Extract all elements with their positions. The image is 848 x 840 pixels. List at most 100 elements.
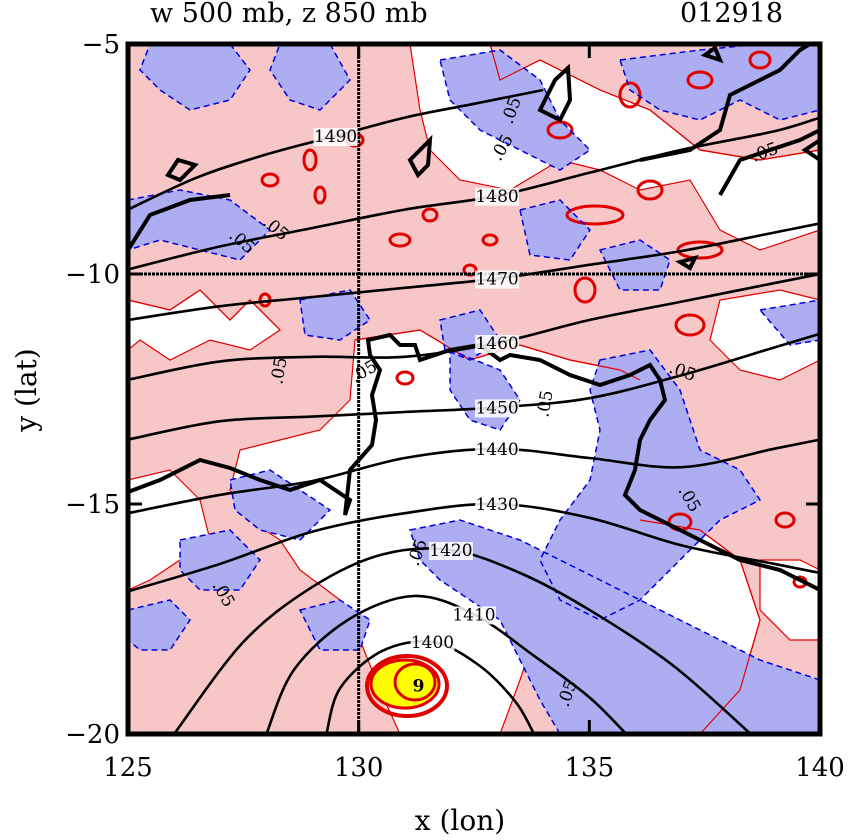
height-contour-label: 1460: [475, 334, 518, 354]
positive-w-contour: [774, 511, 796, 529]
height-contour-label-bg: [475, 187, 520, 206]
negative-w-contour: [519, 199, 591, 261]
x-tick-label: 135: [565, 753, 615, 783]
y-tick-label: −5: [82, 30, 120, 60]
height-contour-label: 1490: [314, 127, 357, 147]
vortex-yellow-core: [369, 658, 441, 710]
positive-w-contour: [573, 276, 597, 304]
height-contour-label: 1410: [452, 605, 495, 625]
positive-w-thin-contours: [128, 44, 820, 734]
positive-w-contour: [636, 179, 664, 201]
y-tick-label: −15: [65, 490, 120, 520]
negative-w-contour: [539, 349, 762, 621]
negative-w-contour: [128, 189, 272, 261]
positive-w-contour: [260, 172, 280, 188]
boundary-contour: [718, 128, 820, 196]
height-contour-labels: 1490 1480 1470 1460 1450 1440 1430 1420 1410 1400: [313, 127, 520, 653]
negative-w-contour: [269, 44, 351, 111]
boundary-contour: [128, 193, 231, 252]
plot-frame: [125, 41, 823, 737]
negative-region: [440, 50, 590, 170]
positive-w-contour: [313, 185, 327, 205]
boundary-contour: [674, 254, 699, 271]
x-tick-label: 125: [103, 753, 153, 783]
positive-w-contour: [748, 50, 772, 70]
x-axis-ticks: 125 130 135 140: [103, 44, 845, 783]
x-axis-label: x (lon): [415, 804, 505, 837]
negative-w-contour: [179, 529, 261, 591]
height-contour-label-bg: [452, 606, 496, 625]
boundary-contour: [639, 44, 812, 162]
x-tick-label: 140: [795, 753, 845, 783]
boundary-contour: [700, 44, 724, 64]
height-contour-label-bg: [475, 496, 520, 514]
negative-region: [128, 600, 190, 650]
negative-w-contour: [758, 299, 820, 346]
height-contour-label-bg: [410, 634, 455, 652]
boundary-contour: [537, 63, 573, 123]
negative-w-contour: [139, 44, 251, 111]
w-contour-label: .05: [267, 356, 291, 386]
height-contour-label: 1480: [475, 187, 518, 207]
height-contour-label-bg: [428, 542, 473, 560]
y-tick-label: −20: [65, 720, 120, 750]
height-contour-label: 1400: [411, 633, 454, 653]
height-contour-label: 1440: [475, 440, 518, 460]
negative-w-contour: [439, 49, 592, 171]
height-contour-label-bg: [313, 128, 358, 146]
boundary-contour: [407, 134, 433, 179]
y-axis-ticks: −5 −10 −15 −20: [65, 30, 820, 750]
vortex-outer-contour: [365, 654, 449, 718]
vortex-label: 9: [413, 676, 425, 696]
negative-region: [760, 300, 820, 345]
negative-region: [300, 600, 370, 650]
negative-w-contour: [409, 519, 820, 734]
negative-region: [300, 290, 370, 340]
height-contour-label: 1450: [475, 398, 518, 418]
positive-w-thin-contour: [410, 44, 820, 161]
boundary-contour: [128, 332, 820, 592]
negative-region: [540, 350, 760, 620]
height-contour-label-bg: [475, 270, 520, 289]
x-tick-label: 130: [334, 753, 384, 783]
negative-region: [230, 470, 330, 540]
height-contour-label-bg: [475, 399, 520, 418]
negative-w-contour: [449, 348, 521, 431]
positive-w-contour: [618, 81, 642, 109]
negative-region: [270, 44, 350, 110]
positive-w-contour: [395, 370, 415, 386]
negative-region: [520, 200, 590, 260]
positive-w-thin-contour: [128, 289, 281, 331]
positive-w-contour: [302, 148, 318, 172]
height-contour-label: 1470: [475, 270, 518, 290]
negative-w-contour: [229, 469, 332, 541]
positive-w-contour: [686, 70, 714, 90]
height-contour-label: 1430: [475, 495, 518, 515]
boundary-contour: [801, 137, 820, 163]
positive-w-thin-contour: [354, 329, 641, 381]
height-contour-label-bg: [475, 440, 520, 459]
height-contour-label: 1420: [429, 541, 472, 561]
negative-region: [180, 530, 260, 590]
negative-region: [140, 44, 250, 110]
negative-w-contour: [298, 599, 371, 651]
positive-w-contour: [676, 240, 724, 260]
y-tick-label: −10: [65, 260, 120, 290]
chart-date-stamp: 012918: [680, 0, 783, 29]
negative-region: [600, 240, 670, 290]
positive-w-thin-contour: [639, 519, 761, 734]
positive-w-contour: [565, 204, 625, 226]
boundary-contours: [128, 44, 820, 592]
chart-title: w 500 mb, z 850 mb: [150, 0, 428, 29]
vortex-inner-contour: [393, 662, 437, 702]
height-contour-label-bg: [475, 335, 520, 353]
w-contour-label: .05: [533, 389, 557, 419]
positive-w-contour: [481, 233, 499, 247]
positive-w-contour: [674, 313, 706, 337]
negative-w-contour: [128, 599, 191, 651]
positive-w-contour: [388, 232, 412, 248]
negative-w-contour: [299, 289, 372, 341]
plot-area: 9 .05 .05 .05 .05 .05 .05 .05 .05 .05 .0…: [128, 44, 820, 734]
y-axis-label: y (lat): [10, 348, 43, 432]
